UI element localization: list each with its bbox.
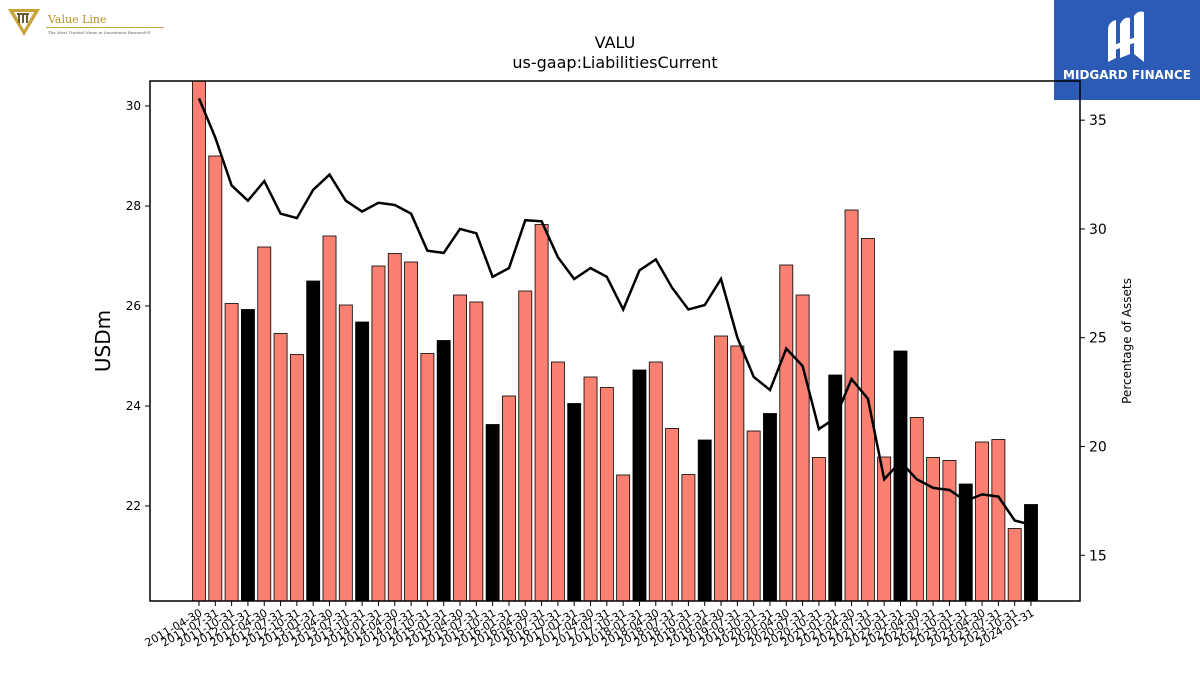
- bar: [1024, 504, 1038, 602]
- chart-title: VALU: [595, 33, 636, 52]
- y-tick-label: 30: [126, 99, 141, 113]
- bar: [665, 428, 680, 602]
- bar: [404, 261, 419, 602]
- y-tick-label: 28: [126, 199, 141, 213]
- y-tick-label: 26: [126, 299, 141, 313]
- bar: [632, 369, 647, 602]
- bar: [355, 321, 370, 602]
- right-axis: 15 20 25 30 35: [1080, 113, 1107, 564]
- bar: [224, 303, 239, 602]
- plot-frame: [149, 80, 1081, 602]
- bar: [550, 361, 565, 602]
- y2-tick-label: 35: [1089, 113, 1107, 129]
- bar: [893, 350, 908, 602]
- bar: [763, 413, 777, 602]
- bar-series: [192, 80, 1038, 602]
- bar: [306, 280, 321, 602]
- bar: [567, 403, 582, 602]
- y2-tick-label: 30: [1089, 222, 1107, 238]
- bar: [583, 376, 598, 602]
- y2-tick-label: 25: [1089, 331, 1107, 347]
- bar: [387, 253, 402, 602]
- midgard-finance-name: MIDGARD FINANCE: [1063, 68, 1191, 82]
- bar: [811, 457, 826, 602]
- y-axis-label: USDm: [91, 310, 115, 372]
- bar: [322, 235, 337, 602]
- midgard-emblem-icon: [1108, 11, 1144, 62]
- y-tick-label: 24: [126, 399, 141, 413]
- bar: [975, 441, 989, 602]
- bar: [273, 333, 288, 602]
- percentage-line: [197, 97, 1032, 527]
- bar: [257, 246, 272, 602]
- bar: [909, 417, 924, 602]
- bar: [208, 155, 223, 602]
- chart-subtitle: us-gaap:LiabilitiesCurrent: [512, 53, 717, 72]
- bar: [1007, 528, 1022, 602]
- bar: [502, 395, 516, 602]
- bar: [534, 224, 549, 602]
- bar: [289, 354, 304, 602]
- bar: [436, 340, 451, 602]
- bar: [616, 474, 631, 602]
- bar: [779, 264, 794, 602]
- y2-tick-label: 15: [1089, 548, 1107, 564]
- bar: [746, 430, 761, 602]
- x-axis: 2011-04-302011-07-312011-10-312012-01-31…: [143, 601, 1037, 650]
- bar: [795, 294, 810, 602]
- bar: [371, 265, 386, 602]
- bar: [681, 474, 696, 602]
- bar: [469, 301, 484, 602]
- value-line-divider: [46, 27, 164, 28]
- bar: [485, 424, 500, 602]
- bar: [714, 335, 728, 602]
- y2-tick-label: 20: [1089, 440, 1107, 456]
- bar: [844, 209, 859, 602]
- bar: [730, 345, 745, 602]
- bar: [599, 387, 614, 602]
- bar: [926, 457, 941, 602]
- value-line-emblem-icon: [8, 9, 40, 36]
- bar: [453, 294, 467, 602]
- line-series: [197, 97, 1032, 527]
- bar: [420, 353, 435, 602]
- value-line-tagline: The Most Trusted Name in Investment Rese…: [48, 30, 151, 35]
- bar: [192, 80, 206, 602]
- value-line-name: Value Line: [48, 13, 107, 26]
- bar: [697, 439, 712, 602]
- value-line-logo: Value Line The Most Trusted Name in Inve…: [6, 6, 166, 40]
- left-axis: 22 24 26 28 30: [126, 99, 150, 513]
- bar: [338, 304, 353, 602]
- bar: [518, 290, 533, 602]
- bar: [942, 460, 957, 602]
- y2-axis-label: Percentage of Assets: [1120, 278, 1134, 404]
- midgard-finance-logo: MIDGARD FINANCE: [1054, 0, 1200, 100]
- y-tick-label: 22: [126, 499, 141, 513]
- bar: [648, 361, 663, 602]
- bar: [241, 309, 255, 602]
- bar: [991, 439, 1006, 602]
